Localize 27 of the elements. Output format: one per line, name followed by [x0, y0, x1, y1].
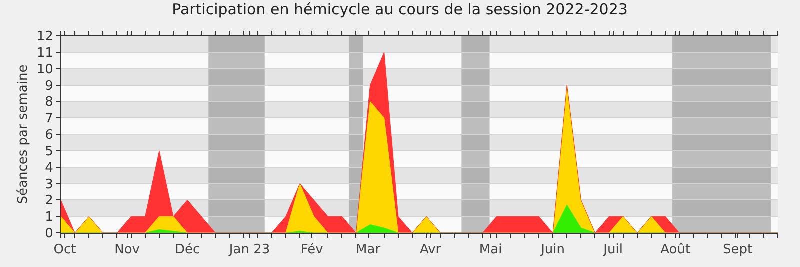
y-tick-label: 9 [45, 78, 54, 94]
y-tick-label: 5 [45, 144, 54, 160]
y-tick-label: 12 [36, 30, 54, 45]
x-tick-label: Déc [174, 242, 200, 258]
y-tick-label: 1 [45, 210, 54, 226]
x-tick-label: Oct [54, 242, 76, 258]
y-tick-label: 3 [45, 177, 54, 192]
y-tick-label: 6 [45, 128, 54, 144]
y-tick-label: 7 [45, 112, 54, 127]
x-tick-label: Juin [540, 242, 566, 258]
chart-title: Participation en hémicycle au cours de la session 2022-2023 [172, 0, 628, 19]
y-tick-label: 0 [45, 226, 54, 242]
y-tick-label: 8 [45, 95, 54, 110]
x-tick-label: Août [660, 242, 691, 258]
y-tick-label: 10 [36, 62, 54, 78]
y-tick-label: 11 [36, 46, 54, 61]
x-tick-label: Juil [602, 242, 623, 258]
x-tick-label: Sept [723, 242, 753, 258]
x-tick-label: Nov [114, 242, 140, 258]
x-tick-label: Jan 23 [228, 242, 270, 258]
x-tick-label: Avr [420, 242, 442, 258]
y-tick-label: 2 [45, 194, 54, 209]
y-axis-title: Séances par semaine [16, 64, 31, 204]
x-tick-label: Mar [356, 242, 382, 258]
y-tick-label: 4 [45, 160, 54, 176]
x-tick-label: Fév [300, 242, 324, 258]
x-tick-label: Mai [479, 242, 502, 258]
